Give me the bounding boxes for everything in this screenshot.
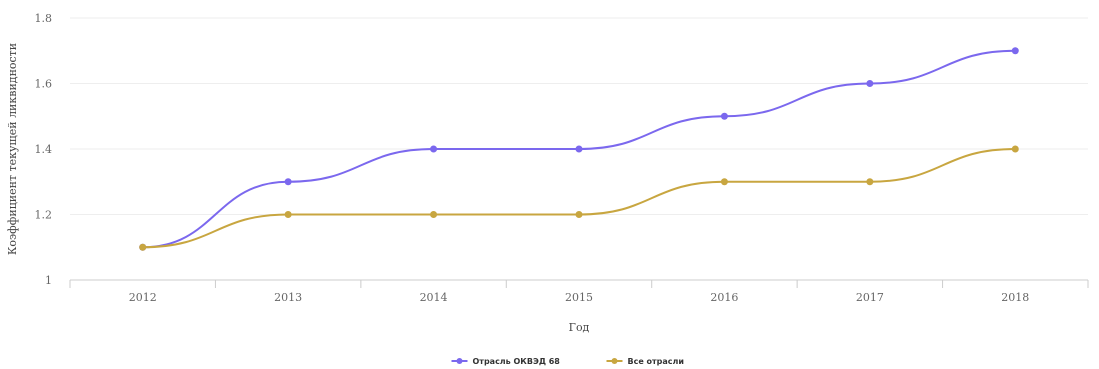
x-axis-title: Год	[569, 321, 590, 334]
data-point[interactable]	[866, 80, 874, 87]
series-line	[142, 148, 1016, 249]
x-tick-label: 2013	[274, 291, 302, 304]
legend-swatch-marker	[611, 358, 618, 364]
series-2	[139, 145, 1019, 251]
y-tick-label: 1	[45, 274, 52, 287]
x-tick-label: 2017	[856, 291, 884, 304]
data-point[interactable]	[1011, 47, 1019, 55]
y-axis-title: Коэффициент текущей ликвидности	[6, 43, 19, 255]
data-point[interactable]	[720, 178, 728, 186]
data-point[interactable]	[284, 211, 292, 218]
data-point[interactable]	[720, 112, 728, 120]
x-tick-label: 2018	[1001, 291, 1029, 304]
x-tick-label: 2016	[710, 291, 738, 304]
legend-item[interactable]: Отрасль ОКВЭД 68	[451, 357, 561, 366]
x-tick-label: 2014	[420, 291, 448, 304]
data-point[interactable]	[866, 178, 874, 186]
legend-label: Все отрасли	[628, 357, 685, 366]
y-tick-label: 1.4	[35, 143, 53, 156]
data-point[interactable]	[430, 145, 438, 153]
legend-item[interactable]: Все отрасли	[606, 357, 685, 366]
data-point[interactable]	[575, 145, 583, 153]
legend-label: Отрасль ОКВЭД 68	[473, 357, 561, 366]
data-point[interactable]	[1011, 145, 1019, 153]
y-tick-label: 1.2	[35, 209, 53, 222]
x-tick-label: 2015	[565, 291, 593, 304]
data-point[interactable]	[430, 211, 438, 218]
y-tick-label: 1.8	[35, 12, 53, 25]
data-point[interactable]	[575, 211, 583, 218]
y-tick-label: 1.6	[35, 78, 53, 91]
x-tick-label: 2012	[129, 291, 157, 304]
legend: Отрасль ОКВЭД 68 Все отрасли	[451, 357, 685, 366]
data-point[interactable]	[139, 243, 147, 251]
data-point[interactable]	[284, 178, 292, 186]
tick-labels: 1 1.2 1.4 1.6 1.8 2012 2013 2014 2015 2016 2017 201…	[35, 12, 1030, 304]
series-1	[139, 47, 1019, 251]
axes	[69, 280, 1089, 288]
legend-swatch-marker	[456, 358, 463, 364]
series-lines	[139, 47, 1019, 251]
